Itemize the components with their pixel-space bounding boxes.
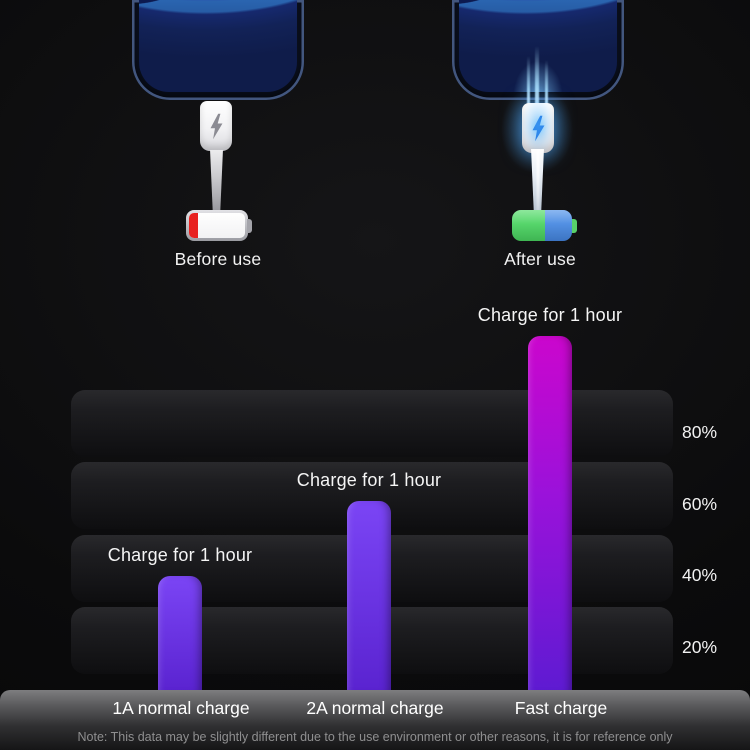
bar-annotation: Charge for 1 hour xyxy=(107,545,253,565)
battery-terminal xyxy=(572,219,577,233)
phone-before xyxy=(132,0,304,100)
before-use-caption: Before use xyxy=(174,249,262,269)
bar-annotation: Charge for 1 hour xyxy=(296,470,442,490)
battery-low-level xyxy=(189,213,198,238)
after-use-caption: After use xyxy=(504,249,576,269)
disclaimer-note: Note: This data may be slightly differen… xyxy=(77,730,673,744)
x-axis-bar: 1A normal charge 2A normal charge Fast cha… xyxy=(0,690,750,750)
battery-green-segment xyxy=(512,210,545,241)
lightning-bolt-icon xyxy=(210,113,222,139)
charging-cable xyxy=(531,149,544,211)
phone-screen-wallpaper xyxy=(139,0,297,92)
charging-cable xyxy=(210,150,223,212)
bar-annotation: Charge for 1 hour xyxy=(477,305,623,325)
chart-bar-2 xyxy=(347,501,391,692)
chart-bar-3 xyxy=(528,336,572,692)
fast-charger-plug xyxy=(522,103,554,153)
y-axis-tick: 20% xyxy=(682,637,718,657)
chart-band xyxy=(71,390,673,457)
battery-low-icon xyxy=(186,210,248,241)
energy-ray xyxy=(545,60,548,104)
charger-plug xyxy=(200,101,232,151)
battery-terminal xyxy=(247,219,252,233)
energy-ray xyxy=(527,56,530,104)
battery-charged-icon xyxy=(512,210,572,241)
x-axis-label: 2A normal charge xyxy=(306,698,444,718)
x-axis-label: Fast charge xyxy=(514,698,608,718)
y-axis-tick: 40% xyxy=(682,565,718,585)
battery-blue-segment xyxy=(545,210,572,241)
x-axis-label: 1A normal charge xyxy=(112,698,250,718)
y-axis-tick: 60% xyxy=(682,494,718,514)
y-axis-tick: 80% xyxy=(682,422,718,442)
energy-ray xyxy=(535,46,539,104)
chart-bar-1 xyxy=(158,576,202,692)
